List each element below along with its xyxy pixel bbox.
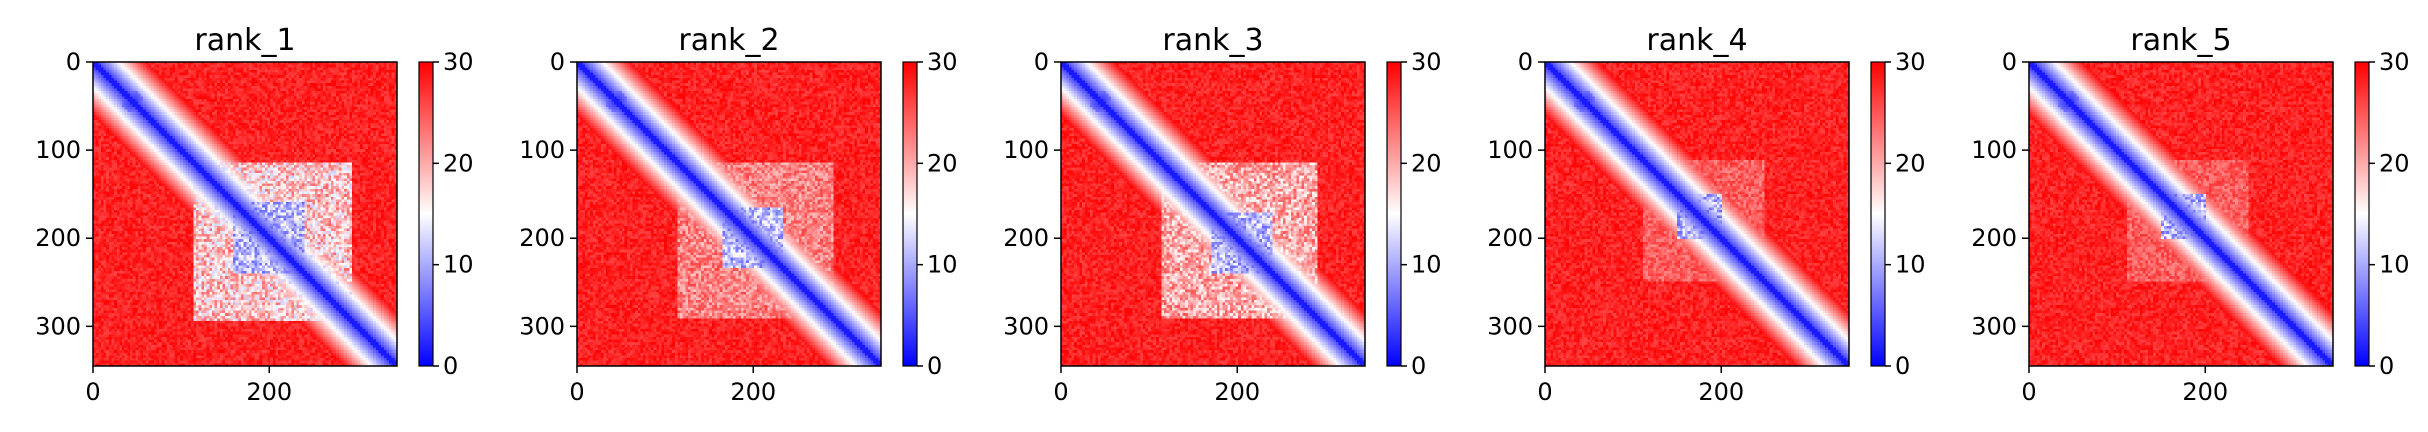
x-tick-label: 0 — [85, 378, 100, 406]
panel-title: rank_3 — [1162, 23, 1263, 58]
plot-frame — [576, 61, 882, 367]
panel-title: rank_1 — [194, 23, 295, 58]
y-tick-label: 300 — [1971, 312, 2017, 340]
colorbar-tick-label: 20 — [927, 149, 958, 177]
colorbar-tick-label: 30 — [2379, 48, 2410, 76]
y-tick-label: 200 — [35, 224, 81, 252]
x-tick-label: 0 — [569, 378, 584, 406]
colorbar-tick-label: 0 — [927, 352, 942, 380]
x-tick-label: 0 — [1053, 378, 1068, 406]
panel-title: rank_4 — [1646, 23, 1747, 58]
y-tick-label: 0 — [2002, 48, 2017, 76]
plot-frame — [1060, 61, 1366, 367]
y-tick-label: 200 — [1971, 224, 2017, 252]
colorbar-tick-label: 30 — [443, 48, 474, 76]
heatmap-panel-4: rank_4 0 100 200 300 0 200 0 10 20 30 — [1487, 23, 1925, 406]
colorbar-tick-label: 30 — [1411, 48, 1442, 76]
heatmap-image — [1545, 62, 1849, 366]
y-tick-label: 200 — [1003, 224, 1049, 252]
y-tick-label: 300 — [1487, 312, 1533, 340]
colorbar — [1386, 61, 1402, 367]
colorbar-tick-label: 20 — [2379, 149, 2410, 177]
y-tick-label: 0 — [66, 48, 81, 76]
colorbar-tick-label: 10 — [1895, 251, 1926, 279]
heatmap-panel-2: rank_2 0 100 200 300 0 200 0 10 20 30 — [519, 23, 957, 406]
heatmap-image — [577, 62, 881, 366]
colorbar-tick-label: 20 — [1895, 149, 1926, 177]
y-tick-label: 300 — [519, 312, 565, 340]
colorbar — [418, 61, 434, 367]
colorbar-tick-label: 30 — [1895, 48, 1926, 76]
panel-title: rank_2 — [678, 23, 779, 58]
y-tick-label: 300 — [1003, 312, 1049, 340]
colorbar — [1870, 61, 1886, 367]
colorbar-tick-label: 10 — [1411, 251, 1442, 279]
colorbar-tick-label: 0 — [1895, 352, 1910, 380]
colorbar-tick-label: 0 — [443, 352, 458, 380]
y-tick-label: 0 — [1034, 48, 1049, 76]
x-tick-label: 200 — [1698, 378, 1744, 406]
colorbar-tick-label: 30 — [927, 48, 958, 76]
x-tick-label: 200 — [2182, 378, 2228, 406]
x-tick-label: 0 — [1537, 378, 1552, 406]
colorbar-tick-label: 10 — [2379, 251, 2410, 279]
x-tick-label: 200 — [246, 378, 292, 406]
colorbar-tick-label: 10 — [443, 251, 474, 279]
plot-frame — [92, 61, 398, 367]
colorbar — [902, 61, 918, 367]
y-tick-label: 100 — [1003, 136, 1049, 164]
x-tick-label: 200 — [730, 378, 776, 406]
heatmap-panel-5: rank_5 0 100 200 300 0 200 0 10 20 30 — [1971, 23, 2409, 406]
plot-frame — [1544, 61, 1850, 367]
panel-title: rank_5 — [2130, 23, 2231, 58]
y-tick-label: 100 — [1971, 136, 2017, 164]
y-tick-label: 100 — [35, 136, 81, 164]
colorbar-tick-label: 0 — [2379, 352, 2394, 380]
y-tick-label: 100 — [1487, 136, 1533, 164]
y-tick-label: 0 — [550, 48, 565, 76]
heatmap-image — [93, 62, 397, 366]
colorbar — [2354, 61, 2370, 367]
heatmap-panel-1: rank_1 0 100 200 300 0 200 0 10 20 30 — [35, 23, 473, 406]
x-tick-label: 200 — [1214, 378, 1260, 406]
colorbar-tick-label: 20 — [443, 149, 474, 177]
plot-frame — [2028, 61, 2334, 367]
y-tick-label: 100 — [519, 136, 565, 164]
heatmap-image — [2029, 62, 2333, 366]
y-tick-label: 200 — [519, 224, 565, 252]
y-tick-label: 300 — [35, 312, 81, 340]
colorbar-tick-label: 0 — [1411, 352, 1426, 380]
heatmap-panel-3: rank_3 0 100 200 300 0 200 0 10 20 30 — [1003, 23, 1441, 406]
x-tick-label: 0 — [2021, 378, 2036, 406]
y-tick-label: 0 — [1518, 48, 1533, 76]
colorbar-tick-label: 10 — [927, 251, 958, 279]
heatmap-image — [1061, 62, 1365, 366]
y-tick-label: 200 — [1487, 224, 1533, 252]
colorbar-tick-label: 20 — [1411, 149, 1442, 177]
